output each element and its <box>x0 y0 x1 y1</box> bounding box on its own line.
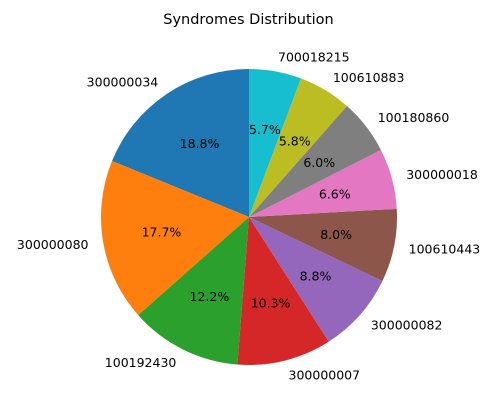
pie-slice-300000082 <box>249 217 383 342</box>
percent-label-300000034: 18.8% <box>180 136 220 151</box>
category-label-300000007: 300000007 <box>289 367 361 382</box>
percent-label-100610883: 5.8% <box>279 133 311 148</box>
category-label-300000018: 300000018 <box>406 167 478 182</box>
percent-labels: 18.8% 17.7% 12.2% 10.3% 8.8% 8.0% 6.6% 6.0% 5.8%… <box>142 122 352 311</box>
category-label-100192430: 100192430 <box>105 355 177 370</box>
percent-label-100192430: 12.2% <box>190 289 230 304</box>
category-label-300000080: 300000080 <box>17 237 89 252</box>
percent-label-300000080: 17.7% <box>142 224 182 239</box>
percent-label-300000082: 8.8% <box>300 268 332 283</box>
pie-slice-300000018 <box>249 149 397 217</box>
pie-slices <box>100 69 398 365</box>
percent-label-300000007: 10.3% <box>251 296 291 311</box>
pie-slice-100180860 <box>249 106 381 217</box>
pie-slice-300000034 <box>112 69 250 217</box>
category-label-100610883: 100610883 <box>333 70 405 85</box>
pie-slice-300000007 <box>237 217 329 365</box>
pie-slice-100610443 <box>249 208 398 282</box>
category-label-300000082: 300000082 <box>371 317 443 332</box>
category-label-100180860: 100180860 <box>378 110 450 125</box>
category-labels: 300000034 300000080 100192430 300000007 3000… <box>17 49 480 382</box>
category-label-700018215: 700018215 <box>278 49 350 64</box>
category-label-100610443: 100610443 <box>409 241 481 256</box>
category-label-300000034: 300000034 <box>87 74 159 89</box>
pie-slice-300000080 <box>100 160 249 316</box>
pie-slice-100610883 <box>249 78 347 217</box>
pie-slice-100192430 <box>138 217 249 365</box>
chart-title: Syndromes Distribution <box>163 12 334 28</box>
percent-label-700018215: 5.7% <box>249 122 281 137</box>
percent-label-100180860: 6.0% <box>303 155 335 170</box>
percent-label-300000018: 6.6% <box>319 186 351 201</box>
percent-label-100610443: 8.0% <box>320 227 352 242</box>
pie-slice-700018215 <box>249 69 301 217</box>
